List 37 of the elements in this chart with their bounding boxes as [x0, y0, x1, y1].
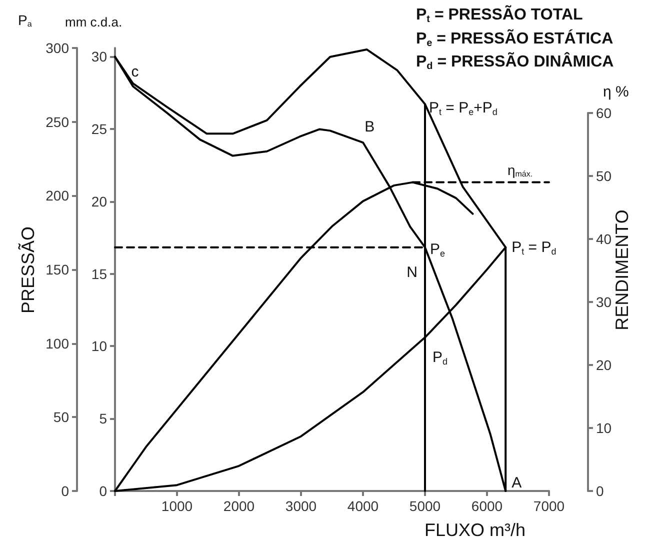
x-tick-label: 4000 — [347, 498, 379, 514]
y2-tick-label: 40 — [596, 231, 612, 247]
y-tick-label: 0 — [61, 483, 70, 499]
x-tick-label: 2000 — [223, 498, 255, 514]
y-tick-label: 250 — [46, 114, 70, 130]
y2-axis-title: RENDIMENTO — [612, 210, 632, 330]
x-axis-title: FLUXO m³/h — [424, 520, 526, 540]
x-tick-label: 7000 — [533, 498, 565, 514]
y-tick-label: 200 — [46, 188, 70, 204]
y3-tick-label: 5 — [99, 410, 108, 427]
y3-tick-label: 0 — [99, 483, 108, 499]
y-tick-label: 300 — [46, 40, 70, 56]
y2-tick-label: 20 — [596, 357, 612, 373]
annotation: c — [131, 63, 140, 80]
y3-axis-title: mm c.d.a. — [65, 14, 122, 30]
x-tick-label: 3000 — [285, 498, 317, 514]
annotation: N — [406, 264, 418, 281]
y3-tick-label: 25 — [91, 121, 108, 138]
y2-tick-label: 0 — [596, 483, 604, 499]
y3-tick-label: 15 — [91, 266, 108, 282]
x-tick-label: 6000 — [471, 498, 503, 514]
y3-tick-label: 20 — [91, 193, 108, 210]
y-axis-title: PRESSÃO — [18, 226, 38, 314]
y-tick-label: 100 — [46, 335, 70, 352]
y2-tick-label: 50 — [596, 168, 612, 184]
y2-tick-label: 10 — [596, 420, 612, 436]
annotation: A — [512, 474, 522, 492]
y-tick-label: 150 — [46, 262, 70, 278]
x-tick-label: 5000 — [409, 498, 441, 514]
y-tick-label: 50 — [53, 409, 70, 426]
text: η % — [603, 84, 629, 100]
y3-tick-label: 30 — [91, 48, 108, 65]
y2-tick-label: 60 — [596, 105, 612, 121]
annotation: B — [364, 118, 375, 136]
y2-tick-label: 30 — [596, 294, 612, 310]
x-tick-label: 1000 — [161, 498, 193, 514]
y3-tick-label: 10 — [91, 338, 108, 354]
